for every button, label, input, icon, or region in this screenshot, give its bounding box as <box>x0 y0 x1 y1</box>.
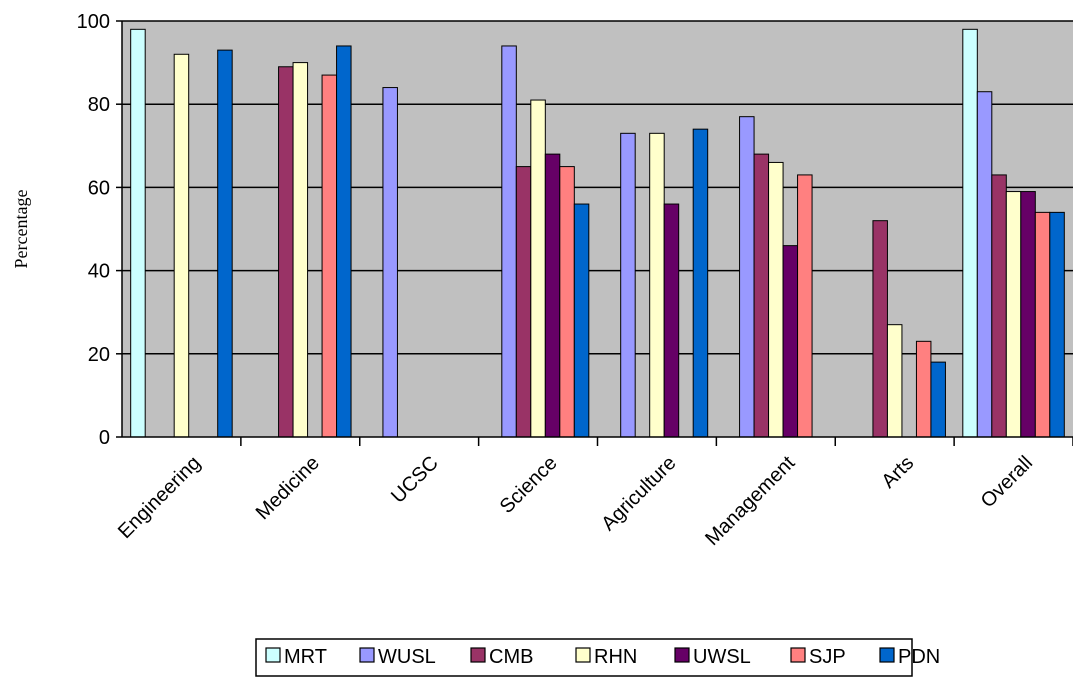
bar-rhn-arts <box>886 324 903 438</box>
bar-uwsl-agriculture <box>663 203 680 438</box>
bar-sjp-arts <box>915 340 932 438</box>
legend-label-pdn: PDN <box>898 646 940 668</box>
bar-rhn-engineering <box>173 53 190 438</box>
legend-swatch-wusl <box>359 647 375 663</box>
legend-label-cmb: CMB <box>489 646 533 668</box>
x-tick-label: Science <box>496 452 562 518</box>
bar-pdn-engineering <box>217 49 233 438</box>
bar-sjp-overall <box>1034 211 1051 438</box>
legend-swatch-sjp <box>790 647 806 663</box>
legend-label-wusl: WUSL <box>378 646 436 668</box>
bar-wusl-ucsc <box>382 87 398 438</box>
bar-sjp-management <box>797 174 813 438</box>
x-tick-label: Engineering <box>114 452 205 543</box>
x-tick-label: Management <box>701 452 799 550</box>
bar-rhn-medicine <box>292 62 309 438</box>
legend-swatch-cmb <box>470 647 486 663</box>
legend-label-mrt: MRT <box>284 646 327 668</box>
axes <box>121 21 1073 438</box>
legend-label-sjp: SJP <box>809 646 846 668</box>
legend-swatch-uwsl <box>674 647 690 663</box>
bar-pdn-agriculture <box>692 128 709 438</box>
bar-rhn-agriculture <box>649 132 665 438</box>
x-tick-labels: Engineering Medicine UCSC Science Agricultur… <box>114 452 1037 550</box>
bar-sjp-science <box>559 166 575 438</box>
bar-pdn-medicine <box>336 45 352 438</box>
legend-swatch-rhn <box>575 647 591 663</box>
bar-rhn-overall <box>1005 191 1022 438</box>
bar-cmb-medicine <box>278 66 294 438</box>
bar-mrt-overall <box>962 28 978 438</box>
x-tick-label: Overall <box>977 452 1037 512</box>
bar-wusl-agriculture <box>620 132 636 438</box>
legend-label-rhn: RHN <box>594 646 637 668</box>
bar-pdn-science <box>573 203 590 438</box>
y-tick-label: 40 <box>88 261 110 283</box>
y-tick-label: 100 <box>77 11 110 33</box>
bar-cmb-overall <box>991 174 1007 438</box>
bar-pdn-arts <box>930 361 946 438</box>
x-tick-label: Agriculture <box>597 452 680 535</box>
legend-label-uwsl: UWSL <box>693 646 751 668</box>
y-tick-label: 20 <box>88 344 110 366</box>
y-tick-label: 0 <box>99 427 110 449</box>
x-tick-label: UCSC <box>387 452 443 508</box>
legend-swatch-mrt <box>265 647 281 663</box>
bar-uwsl-science <box>544 153 561 438</box>
x-tick-label: Medicine <box>252 452 324 524</box>
bars <box>130 28 1065 438</box>
bar-cmb-science <box>515 166 532 438</box>
y-tick-label: 80 <box>88 94 110 116</box>
bar-rhn-science <box>530 99 546 438</box>
bar-uwsl-overall <box>1020 191 1036 438</box>
y-tick-labels: 0 20 40 60 80 100 <box>77 11 110 449</box>
legend-swatch-pdn <box>879 647 895 663</box>
legend: MRT WUSL CMB RHN UWSL SJP PDN <box>255 638 940 677</box>
bar-uwsl-management <box>782 245 799 438</box>
y-tick-label: 60 <box>88 177 110 199</box>
bar-wusl-overall <box>976 91 993 438</box>
bar-rhn-management <box>768 161 784 438</box>
y-axis-label: Percentage <box>11 190 31 269</box>
bar-pdn-overall <box>1049 211 1065 438</box>
bar-sjp-medicine <box>321 74 338 438</box>
bar-wusl-science <box>501 45 517 438</box>
x-tick-label: Arts <box>878 452 919 493</box>
bar-wusl-management <box>739 116 755 438</box>
bar-mrt-engineering <box>130 28 146 438</box>
bar-cmb-management <box>753 153 770 438</box>
bar-cmb-arts <box>872 220 888 438</box>
